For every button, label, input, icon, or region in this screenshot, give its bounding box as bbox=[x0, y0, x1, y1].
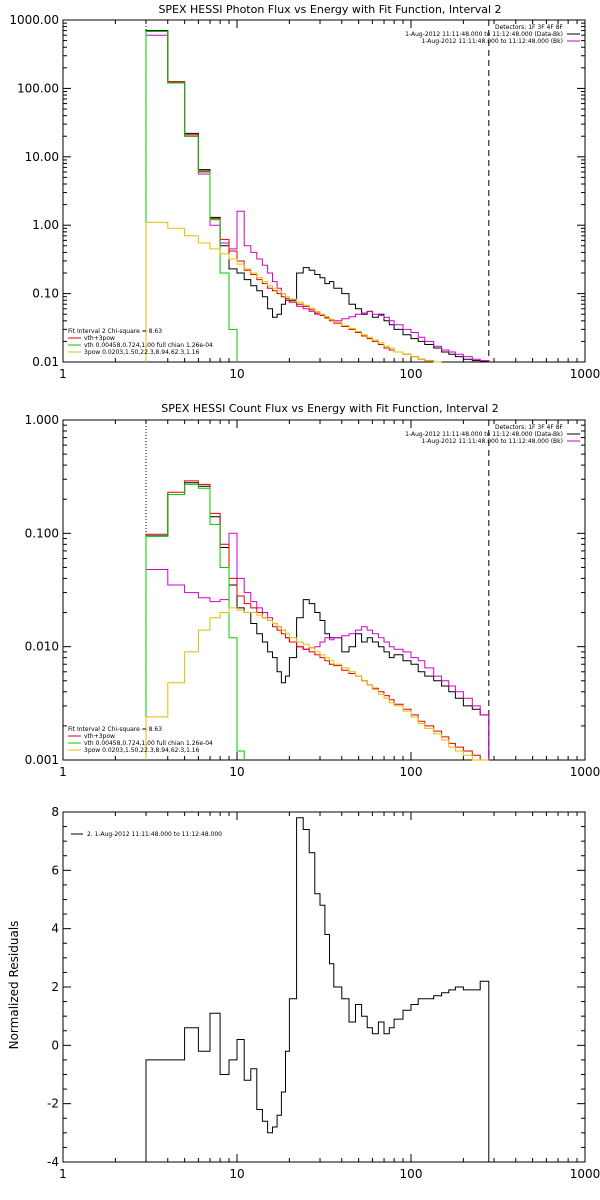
residuals-y-tick-label: 4 bbox=[51, 922, 59, 936]
photon-flux-legend-entry: 3pow 0.0203,1.50,22.3,8.94,62.3,1.16 bbox=[84, 349, 200, 356]
count-flux-series-layer bbox=[145, 420, 490, 761]
residuals-ticks: 1 10 100 1000 -4 -2 0 2 4 6 8 bbox=[47, 805, 600, 1181]
photon-flux-legend-entry: vth 0.00458,0.724,1.00 full chian 1.26e-… bbox=[84, 342, 213, 349]
photon-flux-y-tick-label: 0.10 bbox=[32, 287, 59, 301]
count-flux-x-tick-label: 1000 bbox=[570, 765, 600, 779]
residuals-legend-entry: 2. 1-Aug-2012 11:11:48.000 to 11:12:48.0… bbox=[87, 831, 222, 838]
photon-flux-legend-entry: Fit Interval 2 Chi-square = 8.63 bbox=[68, 328, 162, 335]
count-flux-legend-top-right: Detectors: 1F 3F 4F 8F1-Aug-2012 11:11:4… bbox=[405, 424, 580, 445]
photon-flux-legend-entry: 1-Aug-2012 11:11:48.000 to 11:12:48.000 … bbox=[405, 31, 563, 38]
residuals-y-tick-label: 8 bbox=[51, 805, 59, 819]
count-flux-x-tick-label: 1 bbox=[59, 765, 67, 779]
residuals-y-tick-label: -4 bbox=[47, 1155, 59, 1169]
photon-flux-legend-top-right: Detectors: 1F 3F 4F 8F1-Aug-2012 11:11:4… bbox=[405, 24, 580, 45]
residuals-y-tick-label: -2 bbox=[47, 1097, 59, 1111]
count-flux-y-tick-label: 0.100 bbox=[25, 526, 59, 540]
photon-flux-y-tick-label: 10.00 bbox=[25, 150, 59, 164]
photon-flux-y-tick-label: 0.01 bbox=[32, 355, 59, 369]
photon-flux-plot-frame bbox=[62, 19, 586, 363]
count-flux-legend-entry: Fit Interval 2 Chi-square = 8.63 bbox=[68, 726, 162, 733]
count-flux-series-vth-3pow-line bbox=[145, 480, 489, 761]
photon-flux-ticks: 1 10 100 1000 0.01 0.10 1.00 10.00 100.00 1000.00 bbox=[9, 13, 600, 381]
photon-flux-x-tick-label: 10 bbox=[229, 367, 244, 381]
count-flux-series-vth-line bbox=[145, 483, 245, 760]
residuals-x-tick-label: 100 bbox=[400, 1167, 423, 1181]
count-flux-title: SPEX HESSI Count Flux vs Energy with Fit… bbox=[161, 402, 498, 415]
residuals-y-tick-label: 0 bbox=[51, 1038, 59, 1052]
count-flux-series-data-bk-line bbox=[145, 482, 490, 760]
count-flux-x-tick-label: 100 bbox=[400, 765, 423, 779]
count-flux-y-tick-label: 1.000 bbox=[25, 413, 59, 427]
photon-flux-y-tick-label: 1000.00 bbox=[9, 13, 59, 27]
residuals-panel: Normalized Residuals 1 10 100 1000 -4 -2 0 2 4 6 8… bbox=[7, 805, 600, 1181]
count-flux-legend-bottom-left: Fit Interval 2 Chi-square = 8.63vth+3pow… bbox=[68, 726, 213, 754]
photon-flux-series-3pow-line bbox=[145, 221, 442, 363]
photon-flux-series-bk-line bbox=[145, 34, 490, 362]
photon-flux-legend-entry: 1-Aug-2012 11:11:48.000 to 11:12:48.000 … bbox=[421, 38, 563, 45]
count-flux-series-3pow-line bbox=[145, 607, 489, 761]
residuals-y-axis-label: Normalized Residuals bbox=[7, 921, 21, 1050]
residuals-y-tick-label: 6 bbox=[51, 863, 59, 877]
photon-flux-series-vth-line bbox=[145, 31, 238, 362]
count-flux-panel: SPEX HESSI Count Flux vs Energy with Fit… bbox=[25, 402, 600, 779]
count-flux-plot-frame bbox=[62, 419, 586, 761]
photon-flux-x-tick-label: 100 bbox=[400, 367, 423, 381]
photon-flux-series-vth-3pow-line bbox=[145, 31, 442, 363]
count-flux-legend-entry: 1-Aug-2012 11:11:48.000 to 11:12:48.000 … bbox=[405, 431, 563, 438]
photon-flux-legend-bottom-left: Fit Interval 2 Chi-square = 8.63vth+3pow… bbox=[68, 328, 213, 356]
count-flux-legend-entry: 1-Aug-2012 11:11:48.000 to 11:12:48.000 … bbox=[421, 438, 563, 445]
count-flux-series-bk-line bbox=[145, 532, 490, 760]
count-flux-legend-entry: Detectors: 1F 3F 4F 8F bbox=[495, 424, 564, 431]
photon-flux-x-tick-label: 1 bbox=[59, 367, 67, 381]
count-flux-y-tick-label: 0.001 bbox=[25, 753, 59, 767]
photon-flux-x-tick-label: 1000 bbox=[570, 367, 600, 381]
count-flux-legend-entry: 3pow 0.0203,1.50,22.3,8.94,62.3,1.16 bbox=[84, 747, 200, 754]
photon-flux-legend-entry: Detectors: 1F 3F 4F 8F bbox=[495, 24, 564, 31]
residuals-x-tick-label: 10 bbox=[229, 1167, 244, 1181]
count-flux-x-tick-label: 10 bbox=[229, 765, 244, 779]
residuals-series-layer bbox=[145, 817, 490, 1162]
photon-flux-title: SPEX HESSI Photon Flux vs Energy with Fi… bbox=[158, 3, 501, 16]
count-flux-y-tick-label: 0.010 bbox=[25, 640, 59, 654]
count-flux-legend-entry: vth 0.00458,0.724,1.00 full chian 1.26e-… bbox=[84, 740, 213, 747]
residuals-legend-top-left: 2. 1-Aug-2012 11:11:48.000 to 11:12:48.0… bbox=[71, 831, 222, 838]
photon-flux-y-tick-label: 100.00 bbox=[17, 81, 59, 95]
count-flux-legend-entry: vth+3pow bbox=[84, 733, 115, 740]
count-flux-ticks: 1 10 100 1000 0.001 0.010 0.100 1.000 bbox=[25, 413, 600, 779]
residuals-series-residual-line bbox=[145, 817, 490, 1162]
residuals-y-tick-label: 2 bbox=[51, 980, 59, 994]
photon-flux-series-data-bk-line bbox=[145, 30, 490, 362]
residuals-x-tick-label: 1 bbox=[59, 1167, 67, 1181]
photon-flux-legend-entry: vth+3pow bbox=[84, 335, 115, 342]
residuals-x-tick-label: 1000 bbox=[570, 1167, 600, 1181]
photon-flux-series-layer bbox=[145, 20, 490, 363]
photon-flux-panel: SPEX HESSI Photon Flux vs Energy with Fi… bbox=[9, 3, 600, 381]
photon-flux-y-tick-label: 1.00 bbox=[32, 218, 59, 232]
